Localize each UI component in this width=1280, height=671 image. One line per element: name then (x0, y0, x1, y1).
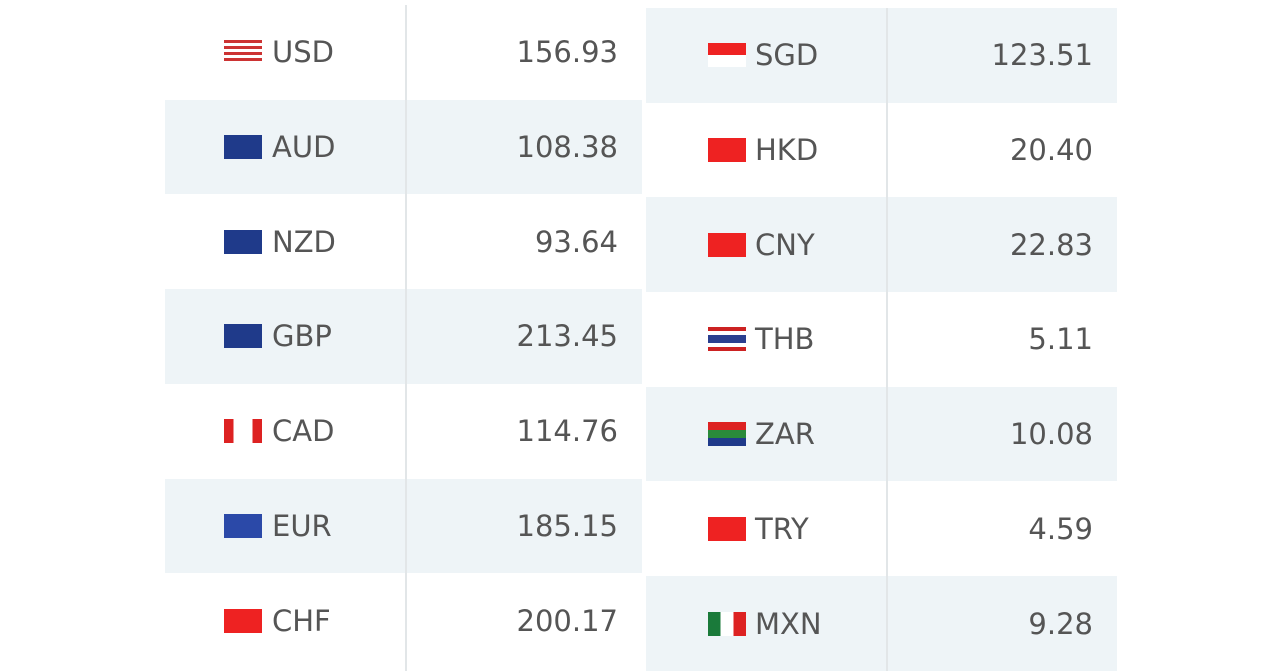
flag-icon (224, 513, 262, 538)
currency-code: HKD (755, 133, 819, 168)
flag-icon (224, 135, 262, 160)
flag-icon (708, 327, 746, 352)
exchange-rate: 200.17 (516, 603, 618, 638)
flag-icon (708, 516, 746, 541)
currency-code: NZD (272, 224, 336, 259)
exchange-rate: 114.76 (516, 414, 618, 449)
exchange-rate: 4.59 (1028, 511, 1093, 546)
exchange-rate: 10.08 (1009, 417, 1093, 452)
column-divider (886, 8, 888, 671)
flag-icon (708, 611, 746, 636)
exchange-rate: 213.45 (516, 319, 618, 354)
flag-icon (708, 138, 746, 163)
flag-icon (224, 324, 262, 349)
flag-icon (708, 232, 746, 257)
flag-icon (224, 40, 262, 65)
exchange-rate: 9.28 (1028, 606, 1093, 641)
currency-code: GBP (272, 319, 332, 354)
exchange-rate: 93.64 (534, 224, 618, 259)
exchange-rate: 156.93 (516, 35, 618, 70)
exchange-rate: 108.38 (516, 130, 618, 165)
exchange-rate: 185.15 (516, 508, 618, 543)
currency-code: CNY (755, 227, 815, 262)
flag-icon (224, 419, 262, 444)
currency-code: USD (272, 35, 334, 70)
currency-code: CHF (272, 603, 331, 638)
exchange-rate: 5.11 (1028, 322, 1093, 357)
flag-icon (708, 422, 746, 447)
exchange-rate: 123.51 (991, 38, 1093, 73)
currency-code: ZAR (755, 417, 815, 452)
flag-icon (224, 229, 262, 254)
currency-code: EUR (272, 508, 332, 543)
currency-code: AUD (272, 130, 336, 165)
currency-code: CAD (272, 414, 335, 449)
currency-code: MXN (755, 606, 822, 641)
currency-code: TRY (755, 511, 809, 546)
exchange-rate: 22.83 (1009, 227, 1093, 262)
flag-icon (708, 43, 746, 68)
column-divider (405, 5, 407, 671)
exchange-rate: 20.40 (1009, 133, 1093, 168)
currency-code: SGD (755, 38, 819, 73)
currency-code: THB (755, 322, 815, 357)
flag-icon (224, 608, 262, 633)
